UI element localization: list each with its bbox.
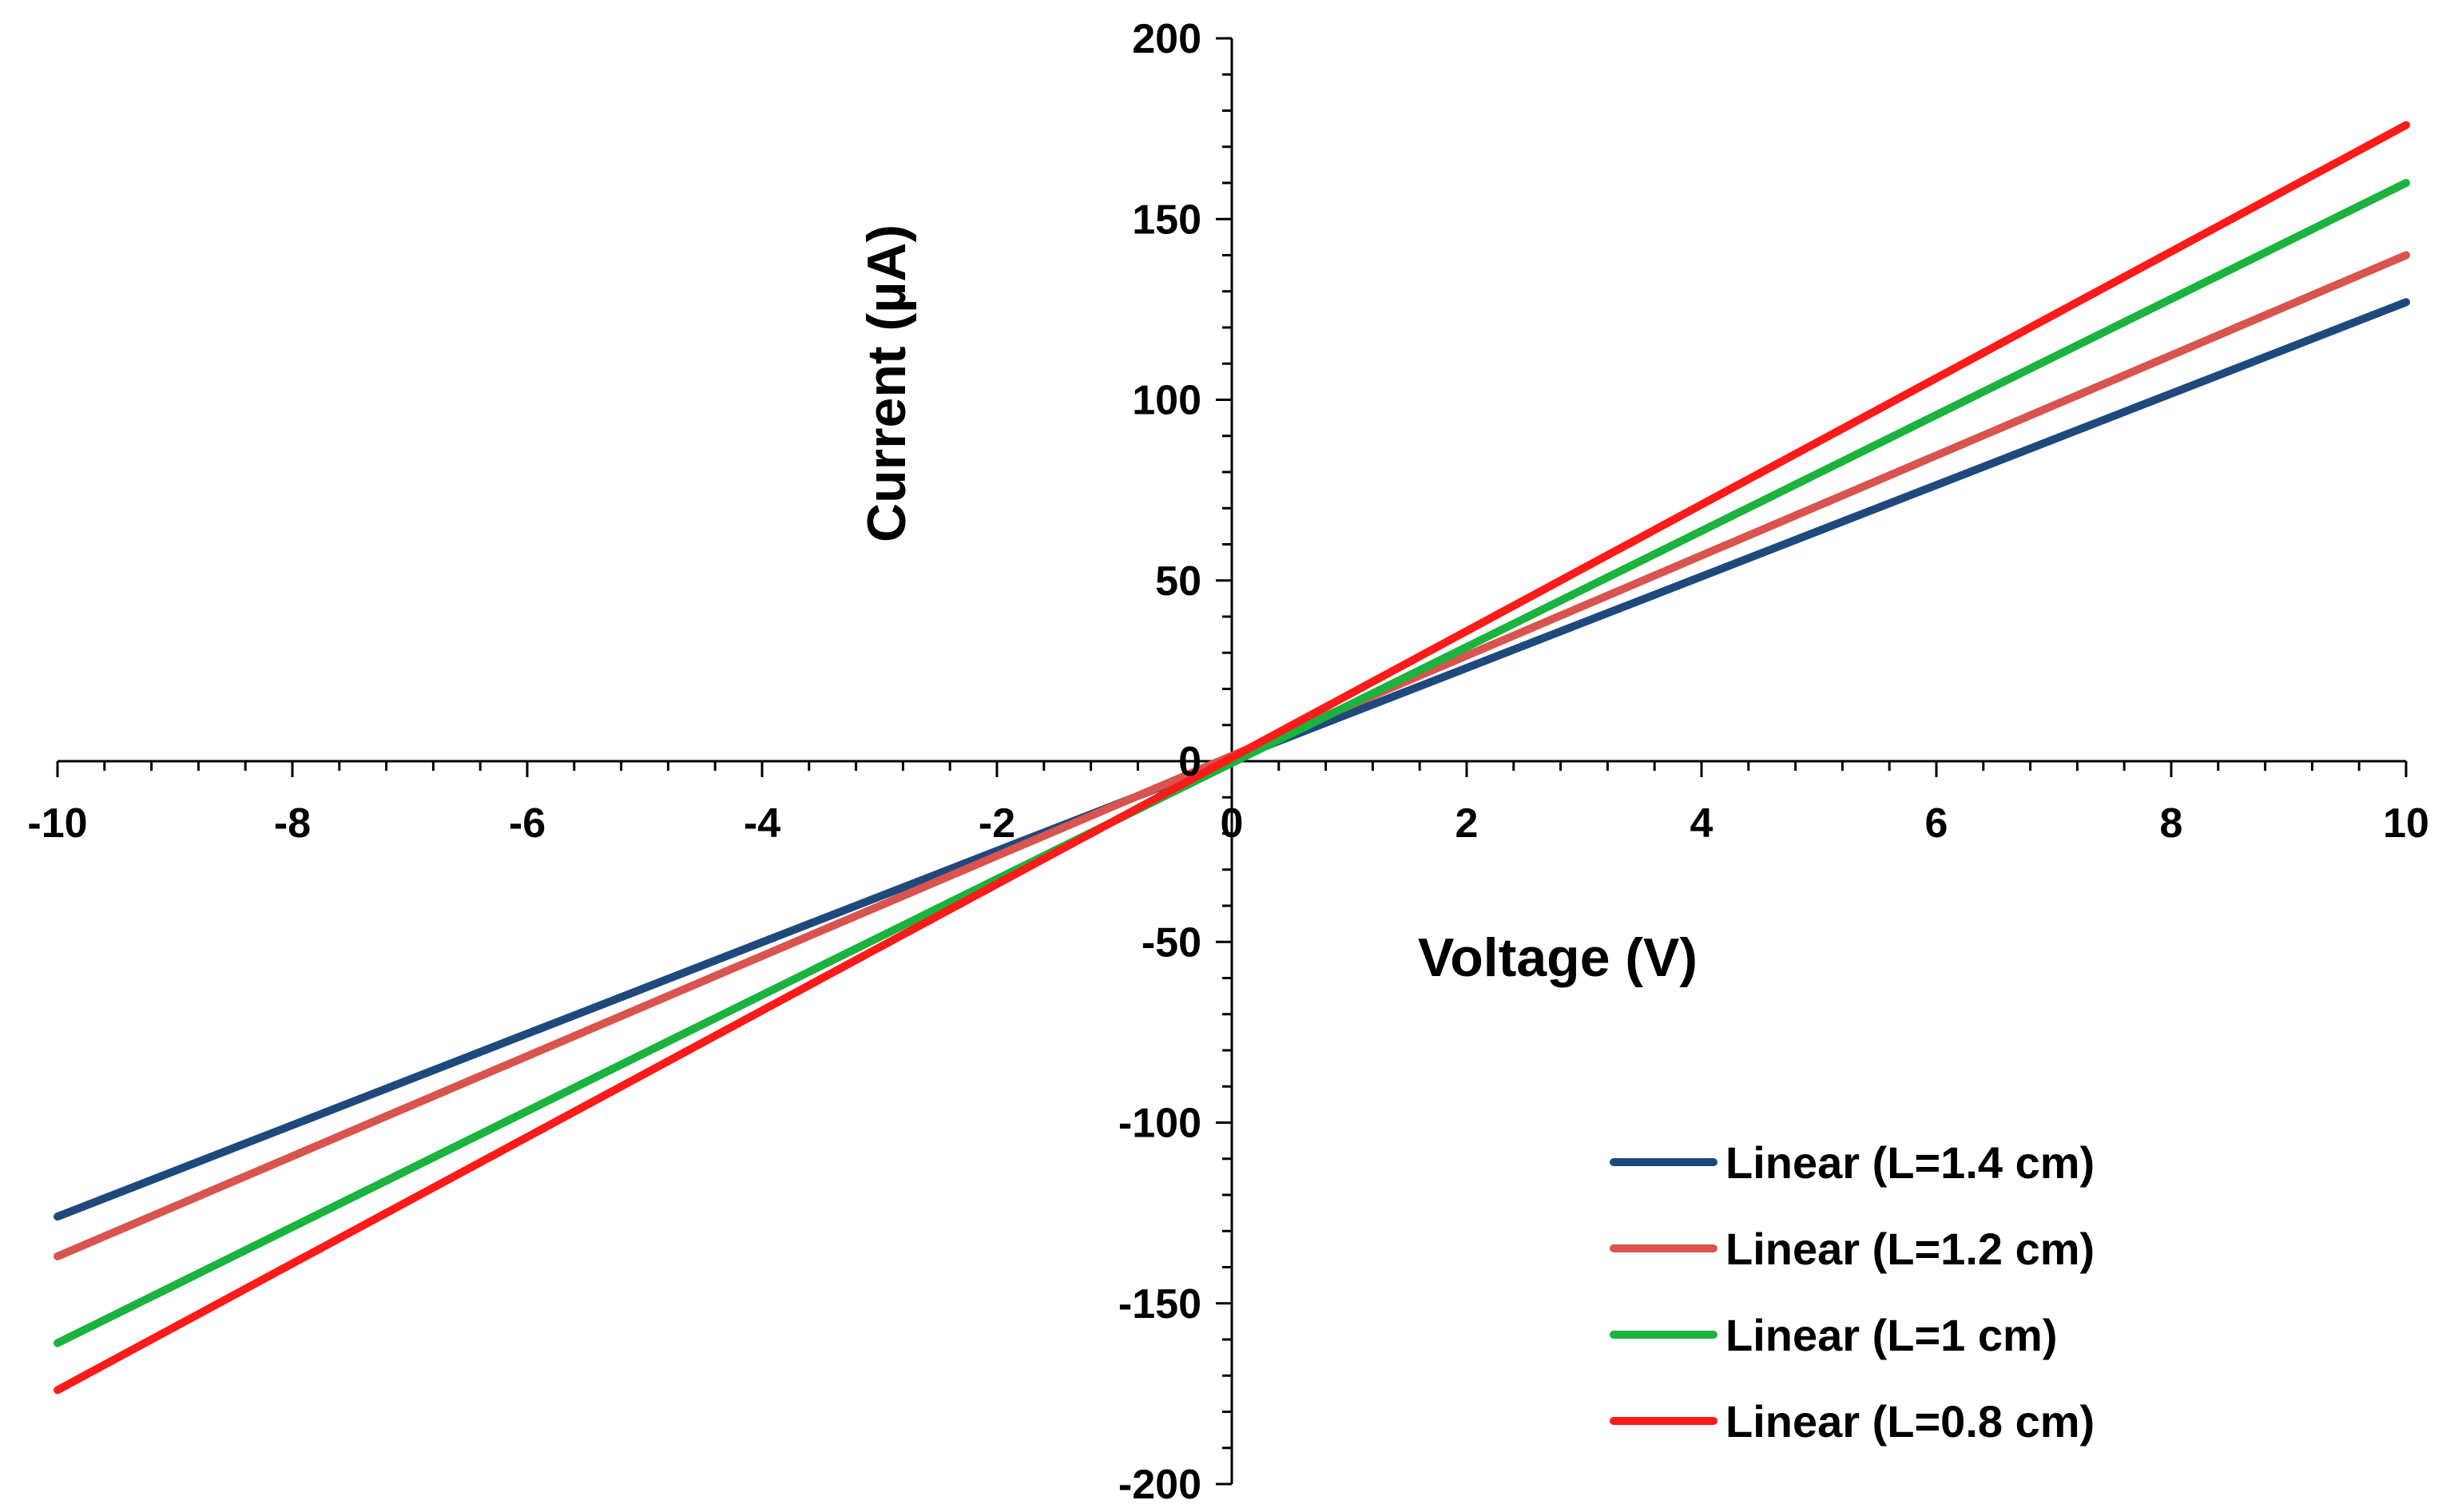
legend-label-1: Linear (L=1.4 cm) — [1725, 1137, 2095, 1188]
y-tick-label: 150 — [1132, 196, 1201, 243]
x-tick-label: 4 — [1690, 800, 1713, 847]
y-tick-label: -200 — [1118, 1462, 1201, 1508]
x-tick-label: -10 — [27, 800, 87, 847]
x-tick-label: 10 — [2383, 800, 2429, 847]
x-tick-label: 0 — [1221, 800, 1244, 847]
legend-label-4: Linear (L=0.8 cm) — [1725, 1396, 2095, 1447]
x-tick-label: 2 — [1455, 800, 1479, 847]
x-axis-title: Voltage (V) — [1418, 927, 1698, 988]
y-tick-label: 50 — [1155, 558, 1201, 605]
series-line-3 — [54, 179, 2410, 1347]
y-tick-label: 0 — [1178, 739, 1201, 785]
x-tick-label: 6 — [1925, 800, 1948, 847]
x-tick-label: 8 — [2160, 800, 2183, 847]
y-tick-label: 100 — [1132, 378, 1201, 424]
y-axis-title: Current (µA) — [856, 224, 917, 542]
x-tick-label: -6 — [509, 800, 546, 847]
tick-label-layer: -10 -8 -6 -4 -2 0 2 4 6 8 10 -200 -150 -100 -50 0 50 100 1… — [27, 16, 2429, 1508]
x-tick-label: -8 — [274, 800, 311, 847]
x-tick-label: -2 — [979, 800, 1015, 847]
y-tick-label: -150 — [1118, 1281, 1201, 1327]
series-line-4 — [54, 121, 2410, 1395]
series-layer — [54, 121, 2410, 1395]
y-tick-label: 200 — [1132, 16, 1201, 62]
x-tick-label: -4 — [744, 800, 780, 847]
y-tick-label: -50 — [1142, 919, 1201, 966]
y-tick-label: -100 — [1118, 1101, 1201, 1147]
legend: Linear (L=1.4 cm) Linear (L=1.2 cm) Linear… — [1610, 1137, 2095, 1447]
legend-label-3: Linear (L=1 cm) — [1725, 1310, 2057, 1360]
legend-label-2: Linear (L=1.2 cm) — [1725, 1224, 2095, 1274]
